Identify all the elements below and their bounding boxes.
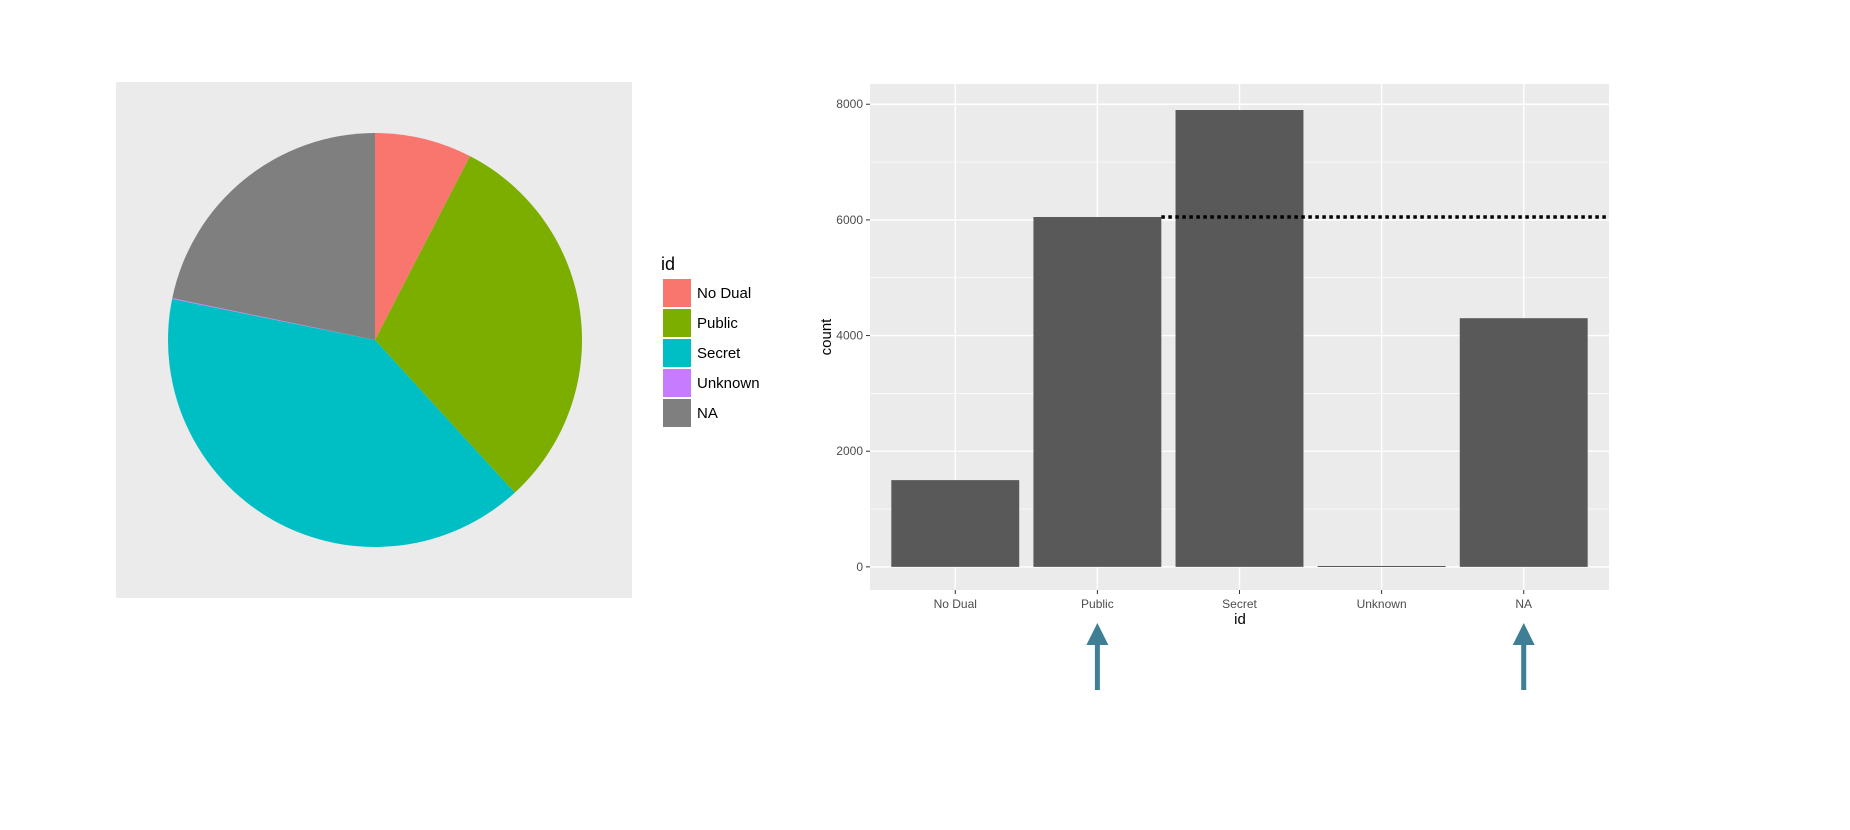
y-tick-label: 0 <box>856 560 863 574</box>
annotation-arrows <box>1086 623 1535 690</box>
legend-label-unknown: Unknown <box>697 375 760 392</box>
legend-key-unknown <box>663 369 691 397</box>
y-tick-label: 4000 <box>836 329 863 343</box>
y-axis-title: count <box>818 318 835 356</box>
x-tick-label-no-dual: No Dual <box>934 597 977 611</box>
x-tick-label-public: Public <box>1081 597 1114 611</box>
legend-items: No Dual Public Secret Unknown NA <box>663 279 760 427</box>
y-tick-label: 2000 <box>836 444 863 458</box>
legend-label-public: Public <box>697 315 738 332</box>
legend-key-secret <box>663 339 691 367</box>
y-tick-label: 8000 <box>836 97 863 111</box>
x-tick-label-secret: Secret <box>1222 597 1257 611</box>
arrow-under-na <box>1512 623 1535 690</box>
bar-bars <box>891 110 1588 568</box>
pie-legend: id No Dual Public Secret Unknown NA <box>661 254 760 427</box>
y-axis: 0 2000 4000 6000 8000 <box>836 97 870 574</box>
legend-title: id <box>661 254 675 274</box>
pie-slice-unknown <box>172 298 375 340</box>
legend-key-na <box>663 399 691 427</box>
bar-public <box>1033 217 1162 567</box>
y-tick-label: 6000 <box>836 213 863 227</box>
pie-chart <box>116 82 632 598</box>
legend-label-na: NA <box>697 405 718 422</box>
x-tick-label-na: NA <box>1515 597 1532 611</box>
pie-slice-secret <box>168 299 515 547</box>
arrow-under-public <box>1086 623 1109 690</box>
x-axis: No Dual Public Secret Unknown NA <box>934 590 1532 611</box>
pie-slices <box>168 133 582 547</box>
pie-slice-no-dual <box>375 133 471 340</box>
legend-key-public <box>663 309 691 337</box>
x-axis-title: id <box>1234 611 1246 628</box>
legend-key-no-dual <box>663 279 691 307</box>
bar-chart: 0 2000 4000 6000 8000 No Dual Public Secret Unk… <box>818 84 1609 690</box>
legend-label-secret: Secret <box>697 345 741 362</box>
pie-slice-na <box>172 133 375 340</box>
bar-secret <box>1175 110 1304 567</box>
x-tick-label-unknown: Unknown <box>1357 597 1407 611</box>
pie-slice-public <box>375 156 582 493</box>
bar-no-dual <box>891 480 1020 567</box>
bar-unknown <box>1317 566 1446 568</box>
bar-na <box>1459 318 1588 567</box>
legend-label-no-dual: No Dual <box>697 285 751 302</box>
